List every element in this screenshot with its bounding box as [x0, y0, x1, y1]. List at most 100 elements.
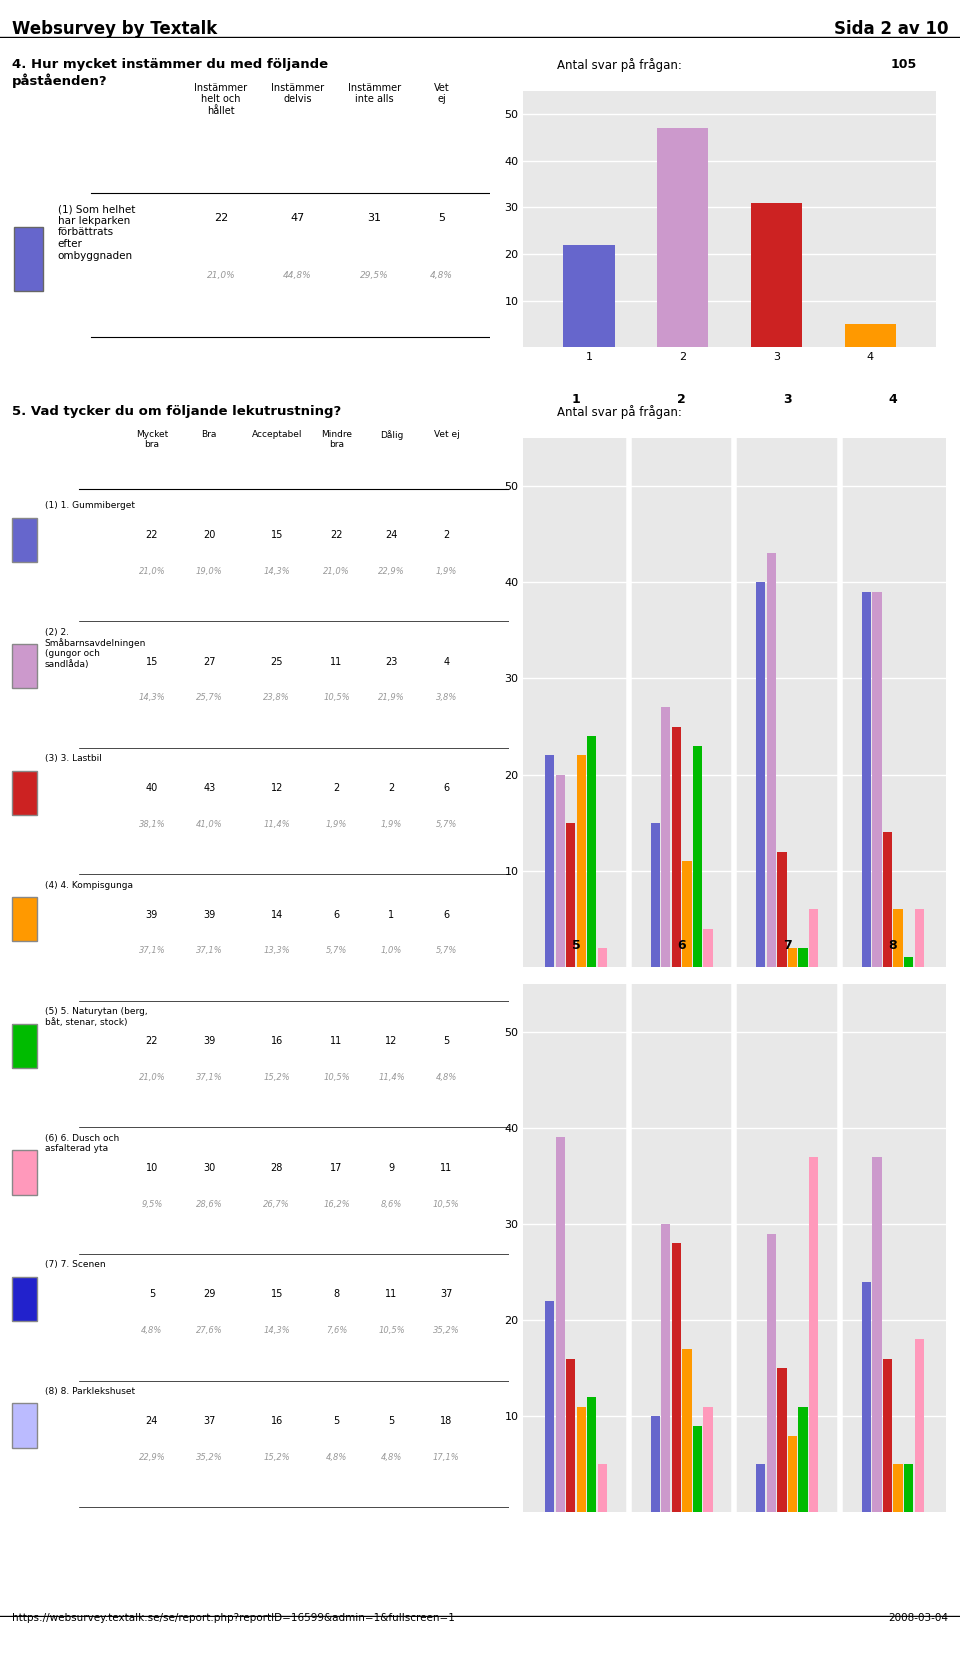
Bar [704, 1407, 712, 1512]
Bar [809, 909, 818, 967]
Bar [778, 1369, 786, 1512]
Text: 4,8%: 4,8% [325, 1453, 348, 1461]
Bar [756, 582, 765, 967]
Text: 5: 5 [444, 1036, 449, 1046]
Text: 20: 20 [204, 531, 215, 541]
Text: 24: 24 [385, 531, 397, 541]
Text: 105: 105 [891, 58, 917, 71]
Bar [756, 1465, 765, 1512]
Bar [873, 1157, 881, 1512]
Bar [704, 929, 712, 967]
Bar [693, 1427, 702, 1512]
Text: (3) 3. Lastbil: (3) 3. Lastbil [44, 754, 102, 764]
Text: 2: 2 [389, 784, 395, 793]
Text: 15: 15 [271, 531, 283, 541]
Text: 37,1%: 37,1% [196, 1073, 223, 1083]
Text: (8) 8. Parklekshuset: (8) 8. Parklekshuset [44, 1387, 134, 1395]
Text: 23,8%: 23,8% [263, 693, 290, 703]
FancyBboxPatch shape [14, 226, 43, 291]
Bar [788, 1435, 797, 1512]
Bar [556, 775, 564, 967]
Text: Instämmer
inte alls: Instämmer inte alls [348, 83, 401, 104]
Text: 37,1%: 37,1% [138, 947, 165, 955]
Text: Instämmer
delvis: Instämmer delvis [271, 83, 324, 104]
Text: 1: 1 [389, 909, 395, 919]
Bar [545, 755, 554, 967]
Text: Antal svar på frågan:: Antal svar på frågan: [557, 405, 682, 418]
Text: 4: 4 [888, 393, 898, 407]
Text: 39: 39 [204, 909, 215, 919]
Text: 16: 16 [271, 1036, 283, 1046]
Text: 28: 28 [271, 1164, 283, 1174]
Text: 25,7%: 25,7% [196, 693, 223, 703]
FancyBboxPatch shape [12, 1276, 37, 1321]
Text: 12: 12 [385, 1036, 397, 1046]
Text: 4. Hur mycket instämmer du med följande
påståenden?: 4. Hur mycket instämmer du med följande … [12, 58, 327, 88]
Text: 37,1%: 37,1% [196, 947, 223, 955]
Bar [556, 1137, 564, 1512]
Text: Antal svar på frågan:: Antal svar på frågan: [557, 58, 682, 71]
Text: 1: 1 [571, 393, 581, 407]
Bar [661, 707, 670, 967]
Text: 13,3%: 13,3% [263, 947, 290, 955]
Text: (5) 5. Naturytan (berg,
båt, stenar, stock): (5) 5. Naturytan (berg, båt, stenar, sto… [44, 1007, 147, 1027]
Text: (1) Som helhet
har lekparken
förbättrats
efter
ombyggnaden: (1) Som helhet har lekparken förbättrats… [58, 203, 135, 261]
Text: 15: 15 [271, 1289, 283, 1299]
Text: 28,6%: 28,6% [196, 1200, 223, 1208]
Text: 22,9%: 22,9% [138, 1453, 165, 1461]
Bar [883, 1359, 892, 1512]
Text: 27: 27 [203, 656, 216, 666]
Text: 19,0%: 19,0% [196, 567, 223, 575]
Text: 14,3%: 14,3% [263, 567, 290, 575]
Bar [809, 1157, 818, 1512]
Bar [788, 947, 797, 967]
Text: 22: 22 [146, 531, 158, 541]
Bar [577, 1407, 586, 1512]
Text: (4) 4. Kompisgunga: (4) 4. Kompisgunga [44, 881, 132, 889]
Text: Instämmer
helt och
hållet: Instämmer helt och hållet [194, 83, 248, 116]
Text: 15,2%: 15,2% [263, 1453, 290, 1461]
Text: 5,7%: 5,7% [325, 947, 348, 955]
Bar [767, 554, 776, 967]
Text: 16: 16 [271, 1417, 283, 1427]
Text: 23: 23 [385, 656, 397, 666]
Text: 31: 31 [368, 213, 381, 223]
Text: 8,6%: 8,6% [381, 1200, 402, 1208]
Text: (1) 1. Gummiberget: (1) 1. Gummiberget [44, 501, 134, 511]
Text: Vet ej: Vet ej [434, 430, 459, 438]
Text: 5,7%: 5,7% [436, 947, 457, 955]
Bar [598, 947, 607, 967]
Text: 2008-03-04: 2008-03-04 [889, 1613, 948, 1623]
Text: 5,7%: 5,7% [436, 820, 457, 828]
Text: 4,8%: 4,8% [381, 1453, 402, 1461]
Bar [915, 909, 924, 967]
Text: 21,0%: 21,0% [324, 567, 350, 575]
Text: 27,6%: 27,6% [196, 1326, 223, 1336]
Text: 39: 39 [204, 1036, 215, 1046]
Bar [598, 1465, 607, 1512]
Text: 5: 5 [571, 939, 581, 952]
Text: 10,5%: 10,5% [324, 1073, 350, 1083]
Text: 6: 6 [444, 909, 449, 919]
Bar [799, 947, 807, 967]
Text: 2: 2 [444, 531, 449, 541]
Text: 29,5%: 29,5% [360, 271, 389, 279]
Text: 21,9%: 21,9% [378, 693, 405, 703]
Bar [894, 1465, 902, 1512]
Text: 7,6%: 7,6% [325, 1326, 348, 1336]
Bar [894, 909, 902, 967]
Text: 3: 3 [783, 393, 791, 407]
Text: 43: 43 [204, 784, 215, 793]
Text: 38,1%: 38,1% [138, 820, 165, 828]
Text: 10,5%: 10,5% [433, 1200, 460, 1208]
Bar [873, 592, 881, 967]
Bar [683, 861, 691, 967]
Text: 4,8%: 4,8% [436, 1073, 457, 1083]
Text: 11: 11 [330, 656, 343, 666]
Text: 22,9%: 22,9% [378, 567, 405, 575]
Text: 3,8%: 3,8% [436, 693, 457, 703]
Text: 5: 5 [149, 1289, 155, 1299]
Text: 14,3%: 14,3% [138, 693, 165, 703]
Text: https://websurvey.textalk.se/se/report.php?reportID=16599&admin=1&fullscreen=1: https://websurvey.textalk.se/se/report.p… [12, 1613, 454, 1623]
Text: 35,2%: 35,2% [196, 1453, 223, 1461]
